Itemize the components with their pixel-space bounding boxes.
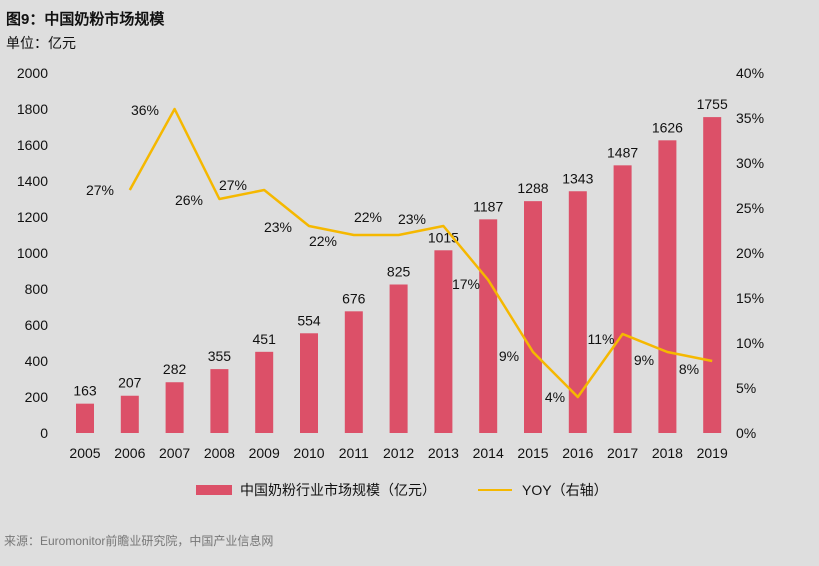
bar: [210, 369, 229, 433]
x-axis-tick: 2016: [562, 445, 593, 461]
x-axis-tick: 2008: [204, 445, 235, 461]
bar-data-label: 1343: [562, 170, 593, 186]
x-axis-tick: 2012: [383, 445, 414, 461]
unit-label: 单位：亿元: [6, 35, 76, 51]
bar-data-label: 1626: [652, 119, 683, 135]
right-axis-tick: 30%: [736, 155, 764, 171]
x-axis-tick: 2010: [293, 445, 324, 461]
yoy-data-label: 22%: [354, 209, 382, 225]
x-axis-tick: 2005: [69, 445, 100, 461]
x-axis-tick: 2007: [159, 445, 190, 461]
left-axis-tick: 1800: [17, 101, 48, 117]
left-axis-tick: 400: [25, 353, 49, 369]
x-axis-tick: 2015: [517, 445, 548, 461]
bar: [703, 117, 722, 433]
bar: [165, 382, 184, 433]
bar-data-label: 1288: [517, 180, 548, 196]
bar-data-label: 1755: [697, 96, 728, 112]
source-note: 来源：Euromonitor前瞻业研究院，中国产业信息网: [4, 534, 274, 548]
bar-data-label: 207: [118, 375, 142, 391]
bar: [613, 165, 632, 433]
right-axis-tick: 20%: [736, 245, 764, 261]
chart-title: 图9：中国奶粉市场规模: [6, 11, 165, 28]
right-axis-tick: 15%: [736, 290, 764, 306]
left-axis-tick: 1200: [17, 209, 48, 225]
bar-data-label: 825: [387, 264, 411, 280]
bar-data-label: 163: [73, 383, 97, 399]
yoy-data-label: 26%: [175, 192, 203, 208]
right-axis-tick: 25%: [736, 200, 764, 216]
bar: [524, 201, 542, 433]
yoy-line: [128, 107, 713, 399]
right-axis-tick: 35%: [736, 110, 764, 126]
bar-data-label: 355: [208, 348, 232, 364]
bar: [434, 250, 453, 433]
x-axis-tick: 2013: [428, 445, 459, 461]
x-axis-tick: 2018: [652, 445, 683, 461]
right-axis-tick: 40%: [736, 65, 764, 81]
bar: [255, 351, 274, 433]
yoy-data-label: 9%: [634, 352, 654, 368]
x-axis-tick: 2011: [339, 445, 369, 461]
left-axis-tick: 2000: [17, 65, 48, 81]
bar-data-label: 1487: [607, 144, 638, 160]
legend-label-line: YOY（右轴）: [522, 482, 608, 498]
bar: [344, 311, 363, 433]
yoy-data-label: 17%: [452, 276, 480, 292]
left-axis-tick: 800: [25, 281, 49, 297]
yoy-data-label: 8%: [679, 361, 699, 377]
bar-data-label: 676: [342, 290, 366, 306]
right-axis-tick: 10%: [736, 335, 764, 351]
legend-swatch-bar: [196, 485, 232, 495]
yoy-data-label: 11%: [588, 331, 615, 347]
yoy-data-label: 23%: [264, 219, 292, 235]
bar-data-label: 554: [297, 312, 321, 328]
bar-data-label: 282: [163, 361, 187, 377]
bar: [120, 395, 139, 433]
yoy-data-label: 27%: [86, 182, 114, 198]
yoy-data-label: 36%: [131, 102, 159, 118]
yoy-data-label: 23%: [398, 211, 426, 227]
yoy-data-label: 4%: [545, 389, 565, 405]
x-axis-tick: 2017: [607, 445, 638, 461]
yoy-data-label: 22%: [309, 233, 337, 249]
bar: [568, 191, 587, 433]
yoy-data-label: 9%: [499, 348, 519, 364]
left-axis-tick: 200: [25, 389, 49, 405]
yoy-data-label: 27%: [219, 177, 247, 193]
right-axis-tick: 5%: [736, 380, 756, 396]
bar: [300, 333, 318, 433]
x-axis-tick: 2014: [473, 445, 504, 461]
bar: [658, 140, 677, 433]
bar: [389, 284, 408, 433]
bar: [76, 403, 94, 433]
right-axis-tick: 0%: [736, 425, 756, 441]
left-axis-tick: 1600: [17, 137, 48, 153]
x-axis-tick: 2019: [697, 445, 728, 461]
bar-data-label: 451: [253, 331, 277, 347]
bar: [479, 219, 498, 433]
left-axis-tick: 1000: [17, 245, 48, 261]
left-axis-tick: 0: [40, 425, 48, 441]
bar-data-label: 1015: [428, 229, 459, 245]
x-axis-tick: 2009: [249, 445, 280, 461]
left-axis-tick: 600: [25, 317, 49, 333]
x-axis-tick: 2006: [114, 445, 145, 461]
left-axis-tick: 1400: [17, 173, 48, 189]
legend-label-bar: 中国奶粉行业市场规模（亿元）: [240, 482, 436, 498]
bar-data-label: 1187: [473, 198, 503, 214]
